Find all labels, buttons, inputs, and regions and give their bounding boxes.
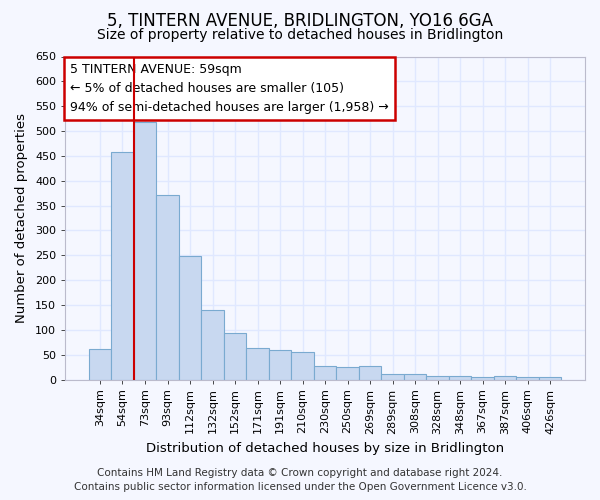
Text: 5, TINTERN AVENUE, BRIDLINGTON, YO16 6GA: 5, TINTERN AVENUE, BRIDLINGTON, YO16 6GA <box>107 12 493 30</box>
Text: Size of property relative to detached houses in Bridlington: Size of property relative to detached ho… <box>97 28 503 42</box>
Bar <box>269 350 291 380</box>
Y-axis label: Number of detached properties: Number of detached properties <box>15 113 28 323</box>
Bar <box>427 376 449 380</box>
Bar <box>472 377 494 380</box>
Bar <box>359 366 382 380</box>
Bar <box>404 374 427 380</box>
Bar <box>291 352 314 380</box>
Bar <box>89 348 111 380</box>
Bar <box>539 377 562 380</box>
Text: 5 TINTERN AVENUE: 59sqm
← 5% of detached houses are smaller (105)
94% of semi-de: 5 TINTERN AVENUE: 59sqm ← 5% of detached… <box>70 63 389 114</box>
Bar <box>224 334 246 380</box>
Bar <box>179 256 201 380</box>
Bar <box>337 366 359 380</box>
Bar <box>134 122 156 380</box>
Bar <box>314 366 337 380</box>
Text: Contains HM Land Registry data © Crown copyright and database right 2024.
Contai: Contains HM Land Registry data © Crown c… <box>74 468 526 492</box>
Bar <box>246 348 269 380</box>
Bar <box>156 195 179 380</box>
Bar <box>382 374 404 380</box>
Bar <box>494 376 517 380</box>
Bar <box>449 376 472 380</box>
X-axis label: Distribution of detached houses by size in Bridlington: Distribution of detached houses by size … <box>146 442 504 455</box>
Bar <box>517 377 539 380</box>
Bar <box>111 152 134 380</box>
Bar <box>201 310 224 380</box>
